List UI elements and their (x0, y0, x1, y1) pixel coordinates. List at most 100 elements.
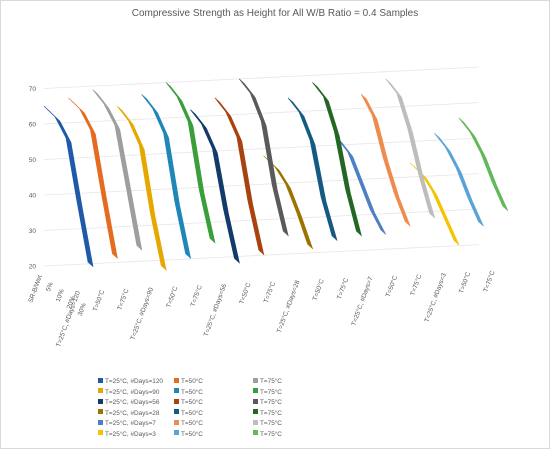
series-ribbon (360, 93, 411, 227)
series-tick-label: T=75°C (262, 280, 277, 304)
legend-item: T=75°C (253, 430, 282, 439)
y-tick-label: 20 (29, 264, 37, 271)
legend-item: T=50°C (174, 409, 203, 418)
legend-swatch (98, 430, 103, 436)
legend-swatch (253, 398, 258, 404)
legend-swatch (174, 377, 179, 383)
series-ribbon (165, 82, 216, 244)
x-tick-label: 5% (45, 281, 55, 292)
legend-swatch (174, 430, 179, 436)
legend-label: T=25°C, #Days=90 (105, 388, 160, 396)
x-tick-label: 30% (77, 302, 88, 317)
chart-title: Compressive Strength as Height for All W… (131, 8, 419, 19)
legend-swatch (98, 388, 103, 394)
series-axis-ticks: T=25°C, #Days=120 T=50°C T=75°CT=25°C, #Da… (54, 269, 497, 348)
series-tick-label: T=25°C, #Days=56 (202, 282, 229, 337)
series-ribbon (238, 78, 289, 237)
series-tick-label: T=75°C (482, 269, 497, 293)
legend-item: T=75°C (253, 398, 282, 407)
legend-swatch (174, 388, 179, 394)
legend-label: T=75°C (260, 420, 282, 427)
series-tick-label: T=50°C (457, 270, 472, 294)
legend-swatch (253, 409, 258, 415)
legend-swatch (98, 398, 103, 404)
series-tick-label: T=50°C (311, 278, 326, 302)
series-ribbon (458, 117, 509, 211)
y-tick-label: 70 (29, 86, 37, 93)
series-ribbons (43, 78, 509, 271)
legend-label: T=25°C, #Days=28 (105, 409, 160, 417)
series-tick-label: T=50°C (164, 285, 179, 309)
legend-item: T=50°C (174, 388, 203, 397)
legend-label: T=25°C, #Days=3 (105, 430, 156, 438)
legend-label: T=25°C, #Days=120 (105, 378, 163, 385)
legend-swatch (174, 398, 179, 404)
series-tick-label: T=25°C, #Days=28 (275, 279, 302, 334)
series-ribbon (434, 132, 484, 227)
legend-item: T=25°C, #Days=56 (98, 398, 160, 407)
gridline (43, 208, 479, 231)
series-ribbon (287, 97, 338, 242)
legend-item: T=50°C (174, 377, 203, 386)
legend-item: T=75°C (253, 377, 282, 386)
x-tick-label: 20% (66, 295, 77, 310)
legend-swatch (98, 409, 103, 415)
legend-item: T=50°C (174, 419, 203, 428)
legend-item: T=50°C (174, 398, 203, 407)
gridline (43, 244, 479, 267)
legend-label: T=25°C, #Days=56 (105, 399, 160, 406)
y-tick-label: 50 (29, 157, 37, 164)
legend-label: T=25°C, #Days=7 (105, 420, 156, 427)
legend-item: T=50°C (174, 430, 203, 439)
legend-item: T=25°C, #Days=120 (98, 377, 163, 386)
legend-item: T=75°C (253, 388, 282, 397)
legend-label: T=50°C (181, 409, 203, 417)
y-axis-ticks: 20 30 40 50 60 70 (29, 86, 37, 271)
legend-swatch (253, 419, 258, 425)
legend-swatch (98, 419, 103, 425)
legend-swatch (253, 377, 258, 383)
legend-item: T=75°C (253, 419, 282, 428)
legend-swatch (253, 430, 258, 436)
legend-swatch (174, 409, 179, 415)
legend-label: T=50°C (181, 399, 203, 406)
gridline (43, 66, 479, 89)
x-tick-label: SR-B/Wet (27, 274, 43, 304)
y-tick-label: 30 (29, 228, 37, 235)
series-tick-label: T=50°C (238, 281, 253, 305)
legend-swatch (253, 388, 258, 394)
series-ribbon (190, 109, 240, 264)
legend-label: T=75°C (260, 399, 282, 406)
legend-label: T=50°C (181, 420, 203, 427)
series-ribbon (141, 94, 192, 260)
series-tick-label: T=75°C (335, 276, 350, 300)
series-tick-label: T=25°C, #Days=3 (423, 272, 448, 324)
series-tick-label: T=75°C (189, 284, 204, 308)
legend-item: T=25°C, #Days=90 (98, 388, 160, 397)
series-ribbon (43, 106, 94, 268)
gridline (43, 137, 479, 160)
series-tick-label: T=75°C (116, 287, 131, 311)
legend-item: T=25°C, #Days=7 (98, 419, 156, 428)
gridline (43, 173, 479, 196)
legend-item: T=25°C, #Days=28 (98, 409, 160, 418)
y-tick-label: 40 (29, 193, 37, 200)
x-tick-label: 10% (55, 288, 66, 303)
series-ribbon (68, 97, 118, 260)
series-ribbon (385, 78, 436, 219)
legend-label: T=50°C (181, 430, 203, 438)
series-tick-label: T=25°C, #Days=90 (129, 286, 156, 341)
legend-label: T=50°C (181, 378, 203, 385)
series-ribbon (312, 82, 362, 237)
legend-label: T=75°C (260, 378, 282, 385)
legend-label: T=75°C (260, 409, 282, 417)
series-ribbon (116, 105, 167, 271)
series-ribbon (336, 137, 387, 235)
series-ribbon (263, 155, 314, 250)
legend-item: T=25°C, #Days=3 (98, 430, 156, 439)
series-tick-label: T=25°C, #Days=7 (349, 275, 374, 327)
legend: T=25°C, #Days=120 T=50°C T=75°C T=25°C, #Da… (98, 377, 398, 442)
series-tick-label: T=50°C (91, 288, 106, 312)
